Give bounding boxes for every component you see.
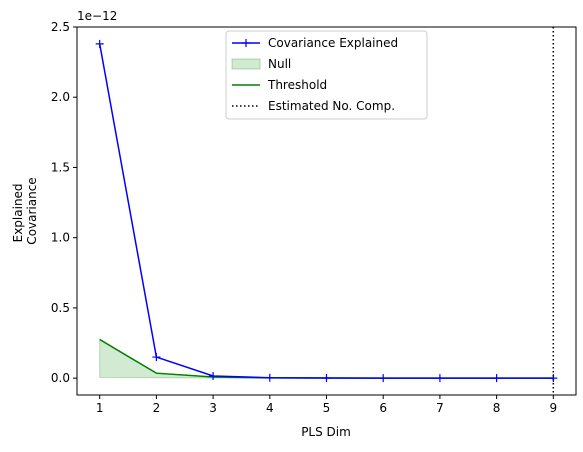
y-tick-label-2: 1.0 [51,231,70,245]
y-axis: 0.0 0.5 1.0 1.5 2.0 2.5 [51,20,77,385]
legend-entry-estimated-no-comp: Estimated No. Comp. [232,99,395,113]
x-tick-label-5: 5 [323,401,331,415]
y-tick-label-0: 0.0 [51,371,70,385]
covariance-point-6 [379,374,388,383]
legend-label-covariance-explained: Covariance Explained [268,36,398,50]
x-tick-label-9: 9 [549,401,557,415]
legend-label-threshold: Threshold [267,78,327,92]
legend-label-null: Null [268,57,291,71]
y-axis-label: Explained Covariance [11,177,39,244]
y-axis-label-line-1: Explained [11,183,25,242]
covariance-point-5 [322,374,331,383]
x-tick-label-6: 6 [379,401,387,415]
x-tick-label-8: 8 [493,401,501,415]
x-tick-label-4: 4 [266,401,274,415]
y-offset-text: 1e−12 [77,9,117,23]
x-axis-label: PLS Dim [301,425,351,439]
y-tick-label-5: 2.5 [51,20,70,34]
covariance-point-7 [435,374,444,383]
y-tick-label-1: 0.5 [51,301,70,315]
covariance-point-2 [152,353,161,362]
covariance-point-1 [95,39,104,48]
x-tick-label-1: 1 [96,401,104,415]
x-tick-label-2: 2 [153,401,161,415]
legend-entry-null: Null [231,57,291,71]
covariance-point-8 [492,374,501,383]
legend: Covariance Explained Null Threshold Esti… [225,30,428,120]
legend-entry-threshold: Threshold [232,78,327,92]
y-tick-label-3: 1.5 [51,160,70,174]
legend-swatch-null-band [231,58,261,70]
x-tick-label-7: 7 [436,401,444,415]
plot-area [95,27,558,395]
x-tick-label-3: 3 [209,401,217,415]
legend-plus-marker-icon [242,39,250,47]
covariance-point-4 [265,373,274,382]
legend-label-estimated-no-comp: Estimated No. Comp. [268,99,395,113]
legend-box [225,30,428,120]
y-axis-label-line-2: Covariance [25,177,39,244]
legend-entry-covariance-explained: Covariance Explained [232,36,398,50]
covariance-point-3 [209,372,218,381]
y-tick-label-4: 2.0 [51,90,70,104]
x-axis: 1 2 3 4 5 6 7 8 9 [96,395,557,415]
